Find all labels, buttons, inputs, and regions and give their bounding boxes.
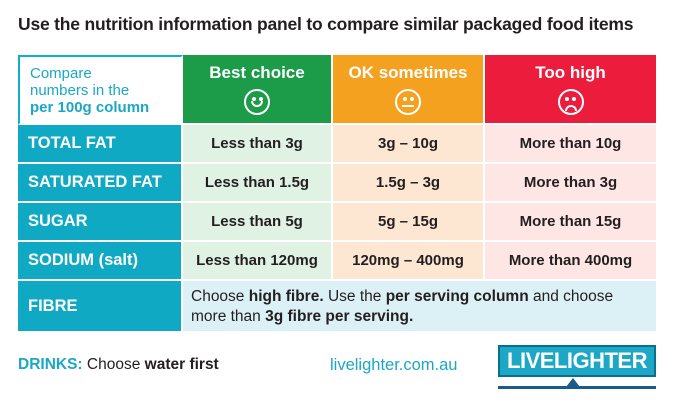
sodium-ok: 120mg – 400mg <box>333 242 485 281</box>
total-fat-high: More than 10g <box>485 125 656 164</box>
sodium-best: Less than 120mg <box>183 242 333 281</box>
intro-line-2: numbers in the <box>30 81 130 99</box>
comparison-grid: Compare numbers in the per 100g column B… <box>18 55 656 331</box>
header-best-label: Best choice <box>209 63 305 82</box>
intro-line-1: Compare <box>30 64 92 82</box>
nutrition-panel: Compare numbers in the per 100g column B… <box>18 55 656 331</box>
fibre-bold-3: 3g fibre per serving. <box>265 308 414 325</box>
fibre-bold-2: per serving column <box>385 288 529 305</box>
saturated-fat-ok: 1.5g – 3g <box>333 164 485 203</box>
row-label-saturated-fat: SATURATED FAT <box>18 164 183 203</box>
fibre-text-2: Use the <box>323 288 386 305</box>
header-best-choice: Best choice <box>183 55 333 125</box>
page-title: Use the nutrition information panel to c… <box>18 14 634 34</box>
total-fat-best: Less than 3g <box>183 125 333 164</box>
livelighter-logo: LIVELIGHTER <box>498 345 656 389</box>
drinks-bold: water first <box>144 356 219 373</box>
saturated-fat-high: More than 3g <box>485 164 656 203</box>
header-too-high: Too high <box>485 55 656 125</box>
website-link[interactable]: livelighter.com.au <box>330 356 458 374</box>
sugar-high: More than 15g <box>485 203 656 242</box>
row-label-sugar: SUGAR <box>18 203 183 242</box>
logo-triangle-icon <box>566 378 580 387</box>
header-ok-sometimes: OK sometimes <box>333 55 485 125</box>
saturated-fat-best: Less than 1.5g <box>183 164 333 203</box>
fibre-text-3: and choose more than <box>191 288 614 325</box>
sugar-ok: 5g – 15g <box>333 203 485 242</box>
total-fat-ok: 3g – 10g <box>333 125 485 164</box>
row-label-sodium: SODIUM (salt) <box>18 242 183 281</box>
intro-line-3: per 100g column <box>30 98 150 116</box>
header-ok-label: OK sometimes <box>348 63 468 82</box>
intro-cell: Compare numbers in the per 100g column <box>18 55 183 125</box>
row-label-total-fat: TOTAL FAT <box>18 125 183 164</box>
logo-underline <box>498 386 656 389</box>
drinks-note: DRINKS: Choose water first <box>18 356 219 374</box>
row-label-fibre: FIBRE <box>18 281 183 331</box>
smile-icon <box>244 89 270 115</box>
sugar-best: Less than 5g <box>183 203 333 242</box>
header-high-label: Too high <box>535 63 606 82</box>
neutral-face-icon <box>395 89 421 115</box>
fibre-advice: Choose high fibre. Use the per serving c… <box>183 281 656 331</box>
drinks-text: Choose <box>82 356 145 373</box>
logo-box: LIVELIGHTER <box>498 345 656 377</box>
fibre-advice-text: Choose high fibre. Use the per serving c… <box>191 287 648 327</box>
fibre-bold-1: high fibre. <box>248 288 324 305</box>
frown-icon <box>557 89 584 115</box>
fibre-text-1: Choose <box>191 288 249 305</box>
drinks-label: DRINKS: <box>18 356 83 373</box>
sodium-high: More than 400mg <box>485 242 656 281</box>
logo-text: LIVELIGHTER <box>507 348 647 373</box>
